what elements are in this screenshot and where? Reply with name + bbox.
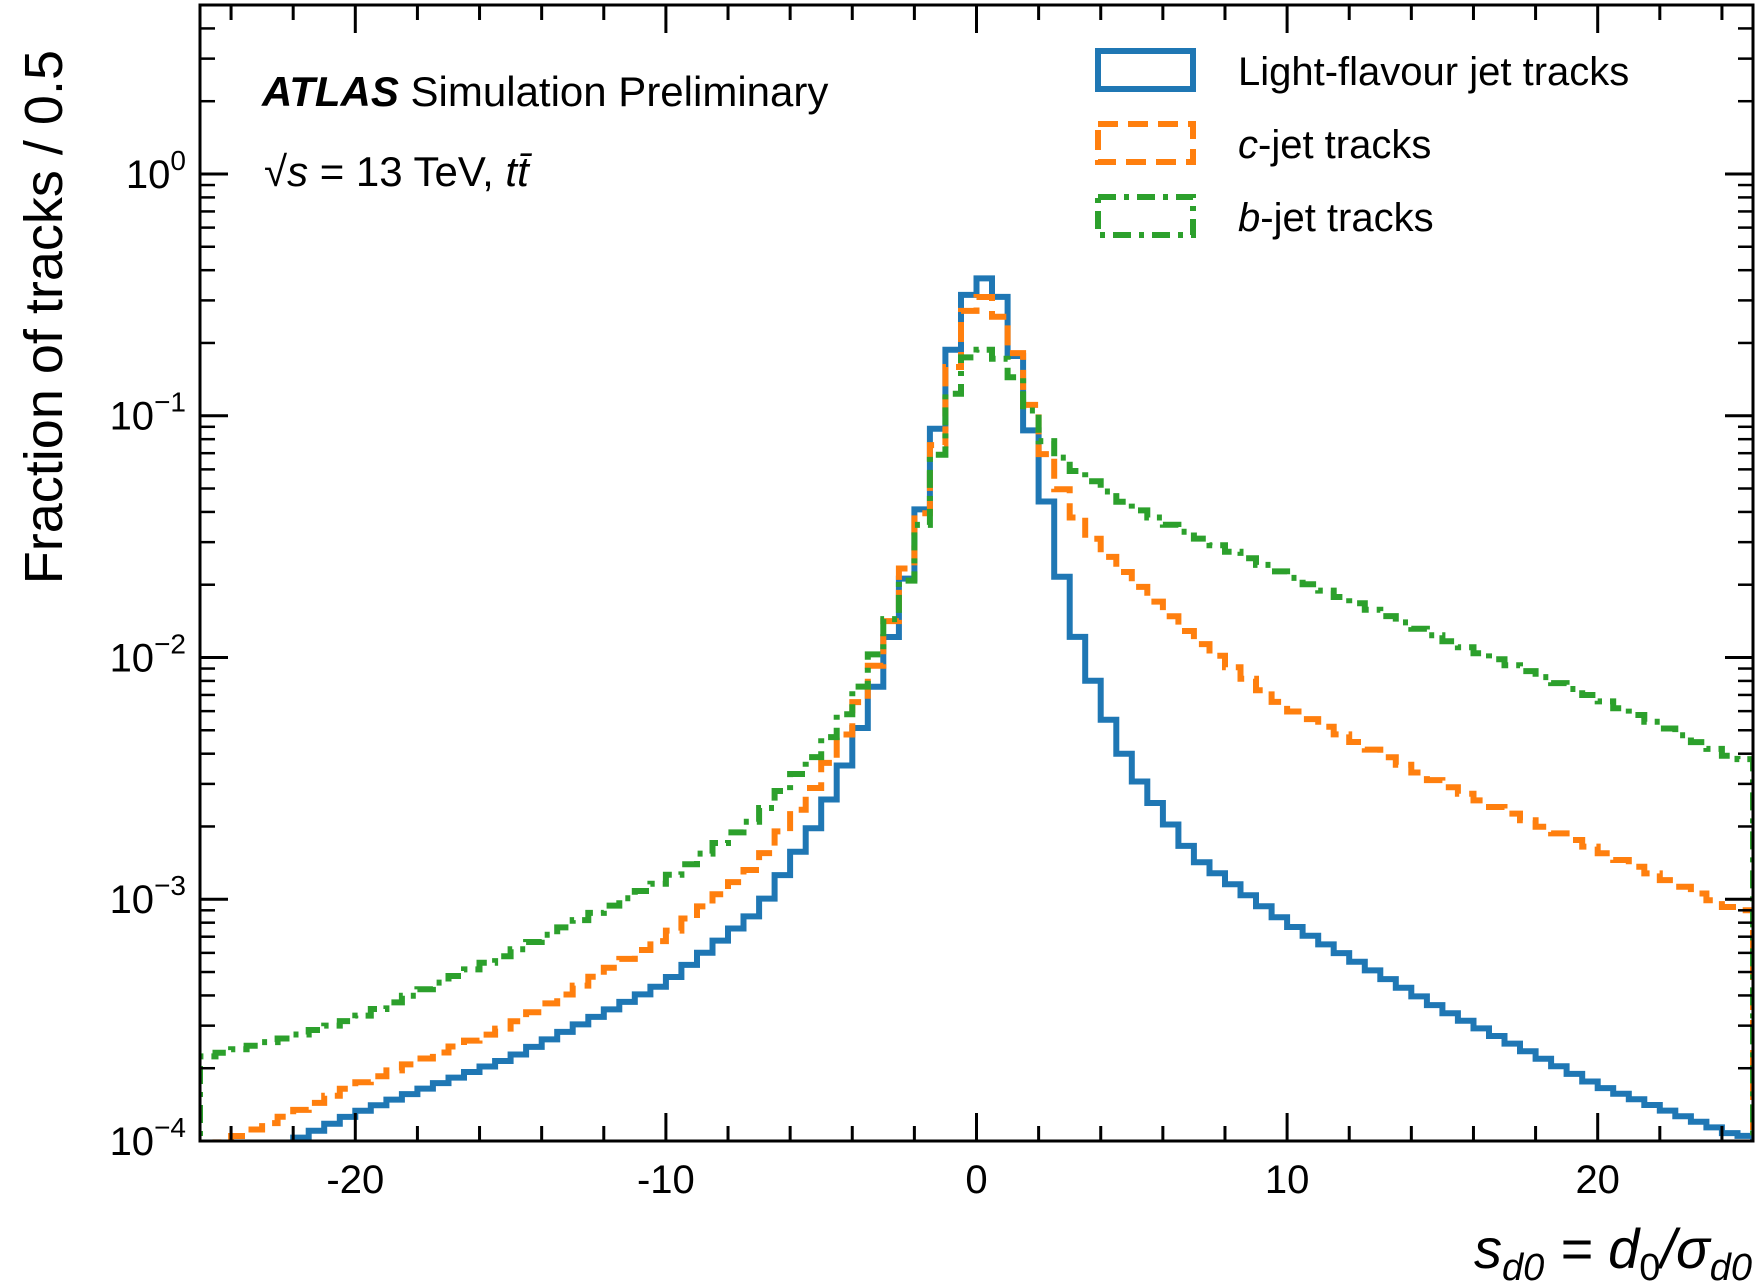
legend-label-italic: c: [1238, 123, 1258, 167]
tick-layer: [200, 3, 1753, 1143]
x-tick-label: -20: [326, 1158, 384, 1202]
y-tick-label: 10−3: [110, 870, 186, 922]
x-axis-label: sd0 = d0/σd0: [1474, 1217, 1752, 1281]
series-line-2: [200, 346, 1753, 1141]
y-tick-base: 10: [110, 1120, 155, 1164]
legend-label-text: -jet tracks: [1258, 123, 1431, 167]
x-label-sigma: /σ: [1656, 1217, 1712, 1280]
y-tick-base: 10: [110, 878, 155, 922]
x-tick-label: -10: [637, 1158, 695, 1202]
legend-label-0: Light-flavour jet tracks: [1238, 50, 1629, 94]
atlas-label: ATLAS Simulation Preliminary: [261, 68, 828, 115]
sqrt-symbol: √: [264, 148, 288, 195]
atlas-simulation-label: Simulation Preliminary: [411, 68, 829, 115]
legend-label-text: -jet tracks: [1260, 196, 1433, 240]
y-tick-exponent: −3: [154, 870, 186, 901]
y-tick-exponent: 0: [170, 145, 186, 176]
x-label-sub-2: 0: [1639, 1247, 1660, 1281]
legend-label-2: b-jet tracks: [1238, 196, 1434, 240]
series-layer: [200, 275, 1753, 1141]
y-tick-label: 10−2: [110, 628, 186, 680]
legend-label-text: Light-flavour jet tracks: [1238, 50, 1629, 94]
x-tick-label: 0: [965, 1158, 987, 1202]
legend-label-italic: b: [1238, 196, 1260, 240]
legend-label-1: c-jet tracks: [1238, 123, 1431, 167]
x-label-sub-3: d0: [1710, 1247, 1752, 1281]
series-line-0: [290, 275, 1753, 1141]
y-tick-label: 100: [126, 145, 186, 197]
legend-swatch-0: [1095, 48, 1196, 92]
legend-swatch-2: [1095, 194, 1196, 238]
legend-swatch-1: [1095, 121, 1196, 165]
y-tick-exponent: −1: [154, 387, 186, 418]
y-axis-label: Fraction of tracks / 0.5: [14, 50, 74, 584]
y-tick-base: 10: [126, 153, 171, 197]
energy-label: √s = 13 TeV, tt̄: [264, 148, 532, 195]
y-tick-label: 10−1: [110, 387, 186, 439]
y-tick-base: 10: [110, 636, 155, 680]
y-tick-exponent: −4: [154, 1112, 186, 1143]
energy-value: = 13 TeV,: [308, 148, 505, 195]
atlas-experiment: ATLAS: [261, 68, 399, 115]
series-line-1: [212, 294, 1753, 1141]
x-label-d: = d: [1544, 1217, 1641, 1280]
x-label-sub-1: d0: [1502, 1247, 1544, 1281]
x-tick-label: 20: [1575, 1158, 1620, 1202]
y-tick-base: 10: [110, 395, 155, 439]
x-tick-labels: -20 -10 0 10 20: [326, 1158, 1620, 1202]
x-tick-label: 10: [1265, 1158, 1310, 1202]
process-label: tt̄: [505, 148, 532, 195]
y-tick-label: 10−4: [110, 1112, 186, 1164]
plot-frame: [198, 3, 1755, 1143]
energy-variable: s: [287, 148, 308, 195]
x-label-s: s: [1474, 1217, 1502, 1280]
y-tick-exponent: −2: [154, 628, 186, 659]
